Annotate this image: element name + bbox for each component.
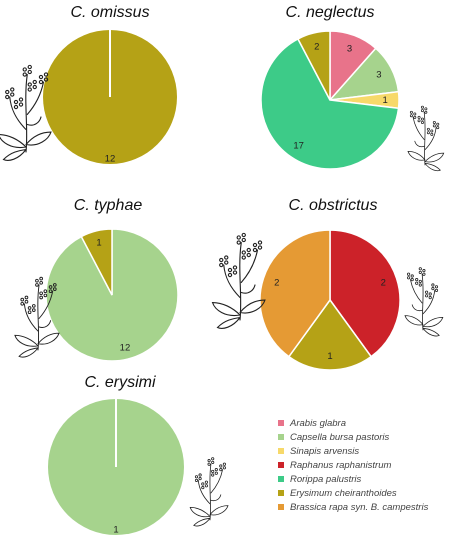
pie-slice [259,229,331,358]
pie-chart: 1 [48,399,184,536]
chart-title-c-neglectus: C. neglectus [285,4,375,21]
legend-label: Rorippa palustris [290,473,362,485]
legend-swatch [278,476,284,482]
chart-title-c-typhae: C. typhae [73,197,143,214]
pie-slice [287,298,373,371]
chart-title-c-erysimi: C. erysimi [84,374,156,391]
legend-label: Brassica rapa syn. B. campestris [290,501,429,513]
plant-sketch-icon [189,457,229,527]
pie-slice [80,228,113,296]
legend-item: Capsella bursa pastoris [278,431,428,443]
pie-value-label: 3 [347,43,352,54]
chart-title-c-obstrictus: C. obstrictus [288,197,378,214]
legend-item: Rorippa palustris [278,473,428,485]
legend-item: Erysimum cheiranthoides [278,487,428,499]
plant-sketch-icon [407,105,445,172]
pie-value-label: 1 [96,237,101,248]
legend-item: Raphanus raphanistrum [278,459,428,471]
legend-swatch [278,420,284,426]
legend-item: Brassica rapa syn. B. campestris [278,501,428,513]
pie-slice [329,229,401,358]
pie-value-label: 3 [376,69,381,80]
pie-value-label: 1 [327,351,332,362]
legend-label: Raphanus raphanistrum [290,459,392,471]
pie-chart: 12 [43,30,177,165]
pie-value-label: 1 [113,525,118,536]
legend-label: Arabis glabra [290,417,346,429]
pie-value-label: 12 [105,154,116,165]
legend-label: Capsella bursa pastoris [290,431,390,443]
legend-swatch [278,504,284,510]
legend-label: Sinapis arvensis [290,445,360,457]
legend-swatch [278,462,284,468]
pie-chart: 12 1 [45,228,179,362]
pie-slice [296,30,331,101]
pie-value-label: 1 [383,95,388,106]
pie-value-label: 2 [381,278,386,289]
pie-chart: 3 3 1 17 2 [260,30,400,170]
legend: Arabis glabra Capsella bursa pastoris Si… [278,417,428,515]
pie-value-label: 2 [274,278,279,289]
legend-label: Erysimum cheiranthoides [290,487,397,499]
legend-swatch [278,448,284,454]
pie-value-label: 17 [293,140,304,151]
legend-swatch [278,490,284,496]
legend-item: Sinapis arvensis [278,445,428,457]
plant-sketch-icon [14,276,60,358]
plant-sketch-icon [211,232,266,329]
pie-value-label: 12 [120,343,131,354]
legend-item: Arabis glabra [278,417,428,429]
plant-sketch-icon [0,64,52,161]
legend-swatch [278,434,284,440]
pie-slice [260,37,400,170]
pie-chart: 2 1 2 [259,229,401,371]
plant-sketch-icon [404,267,444,337]
pie-value-label: 2 [314,41,319,52]
chart-title-c-omissus: C. omissus [70,4,150,21]
